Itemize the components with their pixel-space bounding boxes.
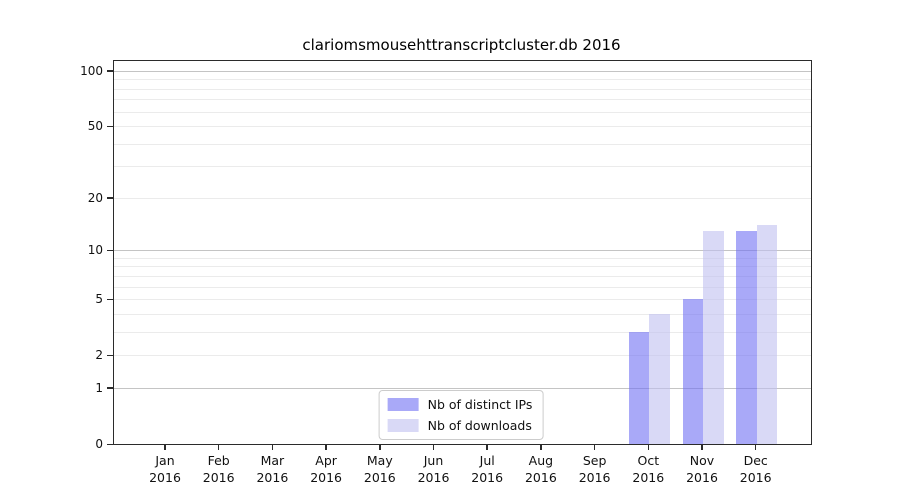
x-tick-mark: [754, 444, 757, 450]
x-tick-mark: [540, 444, 542, 450]
x-tick-label: Nov 2016: [686, 453, 718, 485]
x-tick-mark: [647, 444, 650, 450]
legend-item-downloads: Nb of downloads: [387, 418, 533, 433]
x-tick-label: Dec 2016: [739, 453, 772, 485]
x-tick-label: Apr 2016: [310, 453, 342, 485]
x-tick-label: Sep 2016: [578, 453, 611, 485]
downloads-swatch-icon: [387, 419, 419, 432]
gridline-major: [114, 387, 811, 389]
x-tick-label: Jul 2016: [471, 453, 504, 485]
gridline-major: [114, 70, 811, 72]
bar-downloads-nov: [703, 230, 724, 444]
y-tick-label: 10: [87, 243, 103, 258]
y-tick-label: 20: [87, 190, 103, 205]
gridline-minor: [114, 143, 811, 145]
plot-area: [113, 60, 812, 445]
y-tick-mark: [107, 249, 113, 252]
gridline-minor: [114, 331, 811, 333]
gridline-minor: [114, 166, 811, 168]
x-tick-mark: [217, 444, 220, 450]
x-tick-mark: [164, 444, 166, 450]
y-tick-mark: [107, 387, 113, 389]
x-tick-label: Jan 2016: [149, 453, 181, 485]
y-tick-mark: [107, 443, 113, 445]
chart-title: clariomsmousehttranscriptcluster.db 2016: [302, 36, 621, 54]
x-tick-mark: [701, 444, 703, 450]
bar-downloads-oct: [649, 313, 670, 444]
y-tick-label: 5: [95, 292, 103, 307]
gridline-minor: [114, 126, 811, 128]
distinct-ips-swatch-icon: [387, 398, 419, 411]
legend: Nb of distinct IPs Nb of downloads: [378, 390, 544, 440]
x-tick-label: Feb 2016: [202, 453, 235, 485]
gridline-minor: [114, 88, 811, 90]
y-tick-label: 2: [95, 348, 103, 363]
y-tick-label: 50: [87, 119, 103, 134]
gridline-minor: [114, 111, 811, 113]
x-tick-mark: [593, 444, 596, 450]
x-tick-mark: [486, 444, 488, 450]
y-tick-mark: [107, 197, 113, 199]
x-tick-mark: [379, 444, 381, 450]
gridline-minor: [114, 313, 811, 315]
gridline-minor: [114, 286, 811, 288]
gridline-minor: [114, 355, 811, 357]
legend-item-distinct-ips: Nb of distinct IPs: [387, 397, 533, 412]
bar-distinct-ips-nov: [682, 299, 703, 444]
gridline-minor: [114, 275, 811, 277]
y-tick-label: 1: [95, 380, 103, 395]
x-tick-label: Oct 2016: [632, 453, 665, 485]
legend-label-downloads: Nb of downloads: [427, 418, 532, 433]
gridline-minor: [114, 197, 811, 199]
legend-label-distinct-ips: Nb of distinct IPs: [427, 397, 533, 412]
bar-distinct-ips-oct: [628, 331, 650, 444]
y-tick-mark: [107, 125, 113, 128]
x-tick-label: Jun 2016: [417, 453, 450, 485]
x-tick-mark: [432, 444, 435, 450]
x-tick-label: Mar 2016: [256, 453, 289, 485]
gridline-minor: [114, 266, 811, 268]
bar-downloads-dec: [756, 225, 778, 444]
y-tick-label: 0: [95, 437, 103, 451]
gridline-minor: [114, 79, 811, 81]
gridline-minor: [114, 299, 811, 301]
y-tick-label: 100: [80, 63, 103, 78]
gridline-minor: [114, 257, 811, 259]
gridline-major: [114, 250, 811, 252]
gridline-minor: [114, 99, 811, 101]
x-tick-mark: [325, 444, 327, 450]
bar-distinct-ips-dec: [736, 230, 757, 444]
x-tick-label: May 2016: [363, 453, 396, 485]
x-tick-mark: [271, 444, 274, 450]
x-tick-label: Aug 2016: [524, 453, 557, 485]
y-tick-mark: [107, 354, 113, 357]
y-tick-mark: [107, 298, 113, 301]
y-tick-mark: [107, 70, 113, 72]
